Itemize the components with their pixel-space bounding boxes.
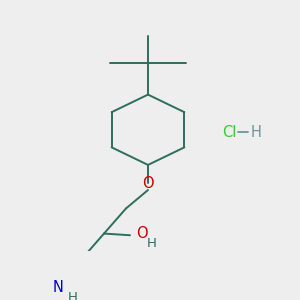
Text: H: H (147, 237, 157, 250)
Text: H: H (68, 291, 78, 300)
Text: O: O (142, 176, 154, 191)
Text: N: N (52, 280, 63, 295)
Text: Cl: Cl (222, 125, 236, 140)
Text: O: O (136, 226, 148, 241)
Text: H: H (251, 125, 262, 140)
